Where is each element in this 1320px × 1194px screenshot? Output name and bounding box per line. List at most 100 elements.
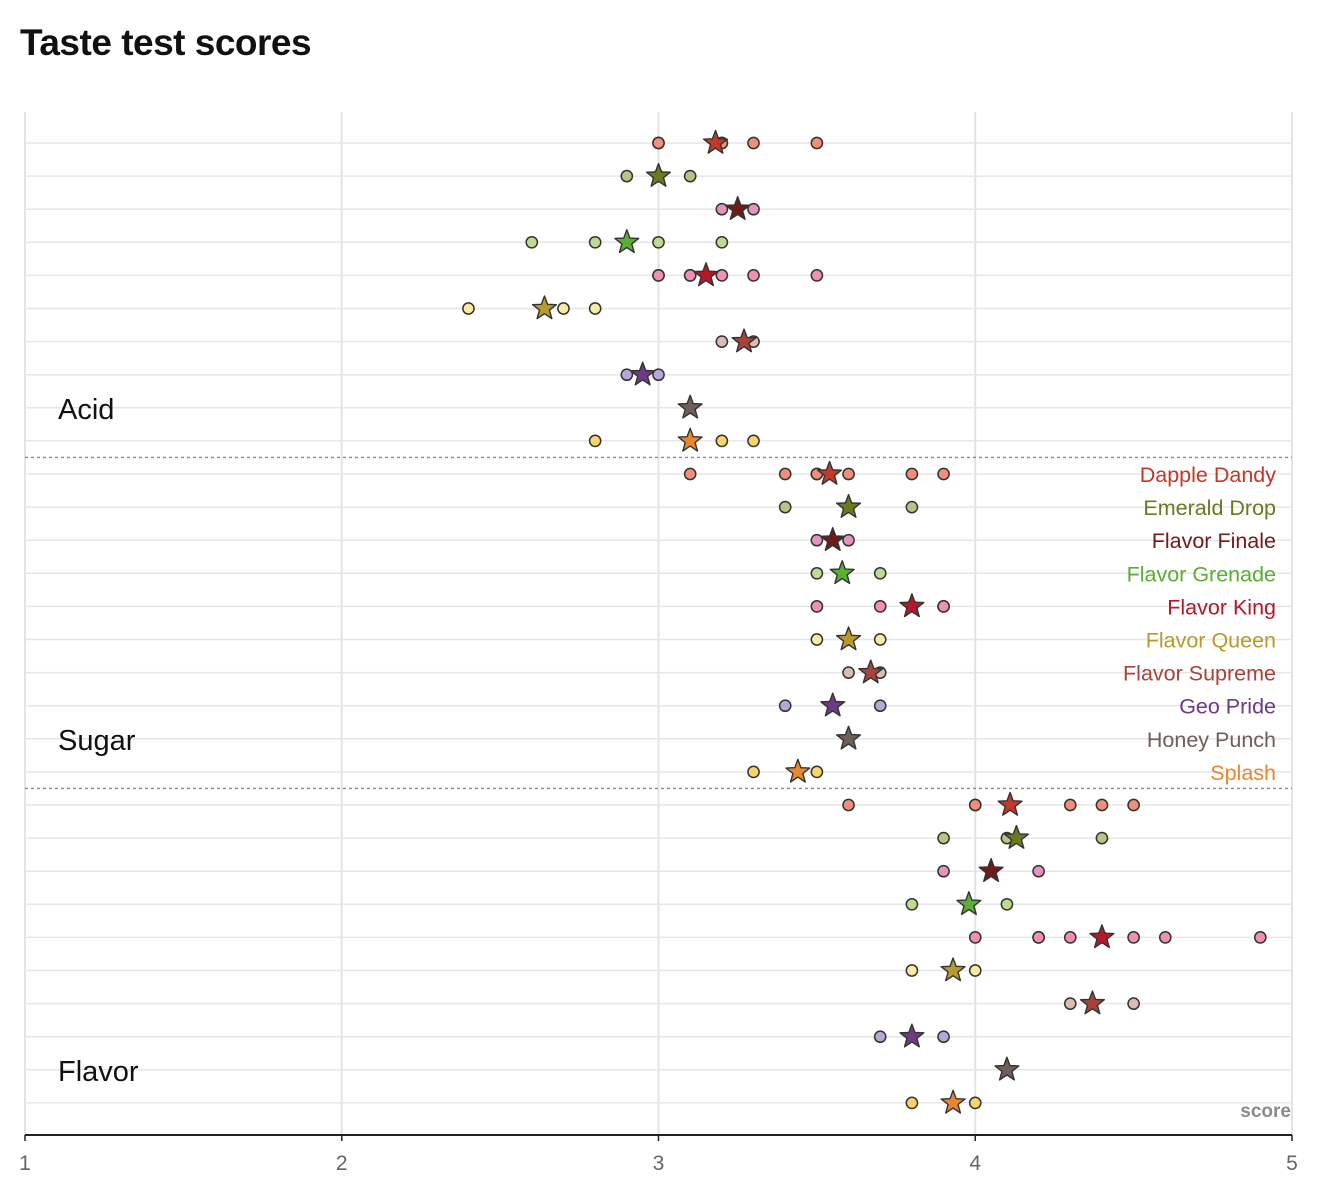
mean-star-emerald-drop (835, 493, 862, 518)
score-point-flavor-supreme (1063, 997, 1077, 1010)
score-point-flavor-grenade (1000, 897, 1014, 911)
mean-star-emerald-drop (1003, 824, 1030, 849)
score-point-geo-pride (620, 368, 634, 382)
score-point-flavor-king (683, 269, 697, 282)
legend: Dapple Dandy Emerald Drop Flavor Finale Fla… (1123, 463, 1276, 785)
score-point-flavor-finale (842, 533, 855, 547)
score-point-flavor-supreme (842, 666, 855, 679)
x-tick-label: 2 (336, 1152, 348, 1175)
score-point-flavor-queen (873, 633, 887, 646)
score-point-flavor-queen (810, 633, 824, 646)
grid-layer (24, 112, 1293, 1135)
mean-star-flavor-queen (531, 295, 558, 320)
mean-star-flavor-king (899, 593, 925, 618)
x-tick-label: 3 (653, 1152, 665, 1175)
legend-entry-geo-pride: Geo Pride (1179, 695, 1276, 719)
score-point-splash (588, 434, 602, 448)
score-point-flavor-grenade (525, 235, 539, 249)
mean-star-flavor-grenade (614, 229, 640, 254)
score-point-flavor-king (1158, 931, 1172, 944)
score-point-flavor-supreme (715, 335, 729, 348)
mean-markers (531, 129, 1115, 1114)
score-point-dapple-dandy (937, 467, 950, 481)
score-point-flavor-finale (747, 202, 760, 216)
score-point-flavor-grenade (715, 235, 729, 249)
score-point-dapple-dandy (842, 798, 855, 812)
mean-star-flavor-king (693, 262, 719, 287)
legend-entry-flavor-supreme: Flavor Supreme (1123, 662, 1276, 686)
mean-star-flavor-supreme (858, 659, 884, 684)
score-point-dapple-dandy (905, 467, 919, 481)
score-point-flavor-king (1127, 931, 1140, 944)
mean-star-flavor-finale (725, 196, 751, 221)
score-point-flavor-finale (810, 533, 824, 547)
x-tick-label: 1 (19, 1152, 31, 1175)
score-point-flavor-queen (588, 302, 602, 315)
score-point-splash (905, 1096, 919, 1110)
score-point-flavor-king (747, 269, 760, 282)
mean-star-flavor-queen (835, 626, 862, 651)
mean-star-emerald-drop (645, 162, 672, 187)
mean-star-dapple-dandy (702, 129, 729, 154)
score-point-flavor-finale (715, 202, 729, 216)
score-point-flavor-king (873, 600, 887, 613)
score-point-flavor-grenade (588, 235, 602, 249)
score-point-dapple-dandy (1127, 798, 1140, 812)
mean-star-flavor-queen (940, 957, 966, 982)
score-point-dapple-dandy (968, 798, 982, 812)
score-point-flavor-queen (905, 964, 919, 977)
mean-star-flavor-supreme (1079, 990, 1106, 1015)
mean-star-splash (940, 1089, 966, 1114)
legend-entry-dapple-dandy: Dapple Dandy (1140, 463, 1277, 487)
mean-star-flavor-finale (978, 858, 1004, 883)
score-point-flavor-king (937, 600, 950, 613)
score-point-dapple-dandy (652, 136, 665, 150)
legend-entry-splash: Splash (1210, 761, 1276, 785)
legend-entry-flavor-grenade: Flavor Grenade (1127, 562, 1276, 586)
score-point-flavor-king (652, 269, 665, 282)
legend-entry-honey-punch: Honey Punch (1147, 728, 1276, 752)
mean-star-flavor-grenade (956, 891, 982, 916)
mean-star-honey-punch (994, 1056, 1020, 1081)
score-point-splash (747, 765, 760, 779)
legend-entry-flavor-king: Flavor King (1167, 595, 1276, 619)
score-point-emerald-drop (778, 500, 792, 514)
mean-star-splash (785, 758, 811, 783)
mean-star-honey-punch (835, 725, 862, 750)
x-axis: 1 2 3 4 5 score (19, 1101, 1298, 1175)
score-point-flavor-king (1063, 931, 1077, 944)
chart-title: Taste test scores (20, 22, 312, 63)
score-point-flavor-supreme (1127, 997, 1140, 1010)
mean-star-geo-pride (899, 1023, 925, 1048)
score-point-splash (968, 1096, 982, 1110)
observation-points (462, 136, 1267, 1110)
score-point-dapple-dandy (842, 467, 855, 481)
mean-star-flavor-grenade (829, 560, 855, 585)
legend-entry-flavor-finale: Flavor Finale (1152, 529, 1276, 553)
mean-star-splash (677, 427, 703, 452)
score-point-emerald-drop (1095, 831, 1109, 845)
score-point-geo-pride (778, 699, 792, 713)
group-label-sugar: Sugar (58, 725, 136, 757)
score-point-dapple-dandy (683, 467, 697, 481)
mean-star-dapple-dandy (997, 791, 1023, 816)
score-point-geo-pride (937, 1030, 950, 1044)
score-point-emerald-drop (937, 831, 950, 845)
group-label-flavor: Flavor (58, 1056, 139, 1088)
mean-star-flavor-finale (820, 527, 846, 552)
score-point-flavor-queen (557, 302, 570, 315)
score-point-emerald-drop (905, 500, 919, 514)
score-point-splash (810, 765, 824, 779)
score-point-flavor-king (968, 931, 982, 944)
group-labels: Acid Sugar Flavor (58, 394, 139, 1088)
score-point-flavor-finale (1032, 864, 1045, 878)
group-label-acid: Acid (58, 394, 114, 426)
score-point-dapple-dandy (778, 467, 792, 481)
score-point-geo-pride (652, 368, 665, 382)
score-point-flavor-king (810, 600, 824, 613)
mean-star-flavor-king (1089, 924, 1115, 949)
score-point-flavor-king (1253, 931, 1267, 944)
group-separators (25, 456, 1292, 790)
score-point-geo-pride (873, 699, 887, 713)
